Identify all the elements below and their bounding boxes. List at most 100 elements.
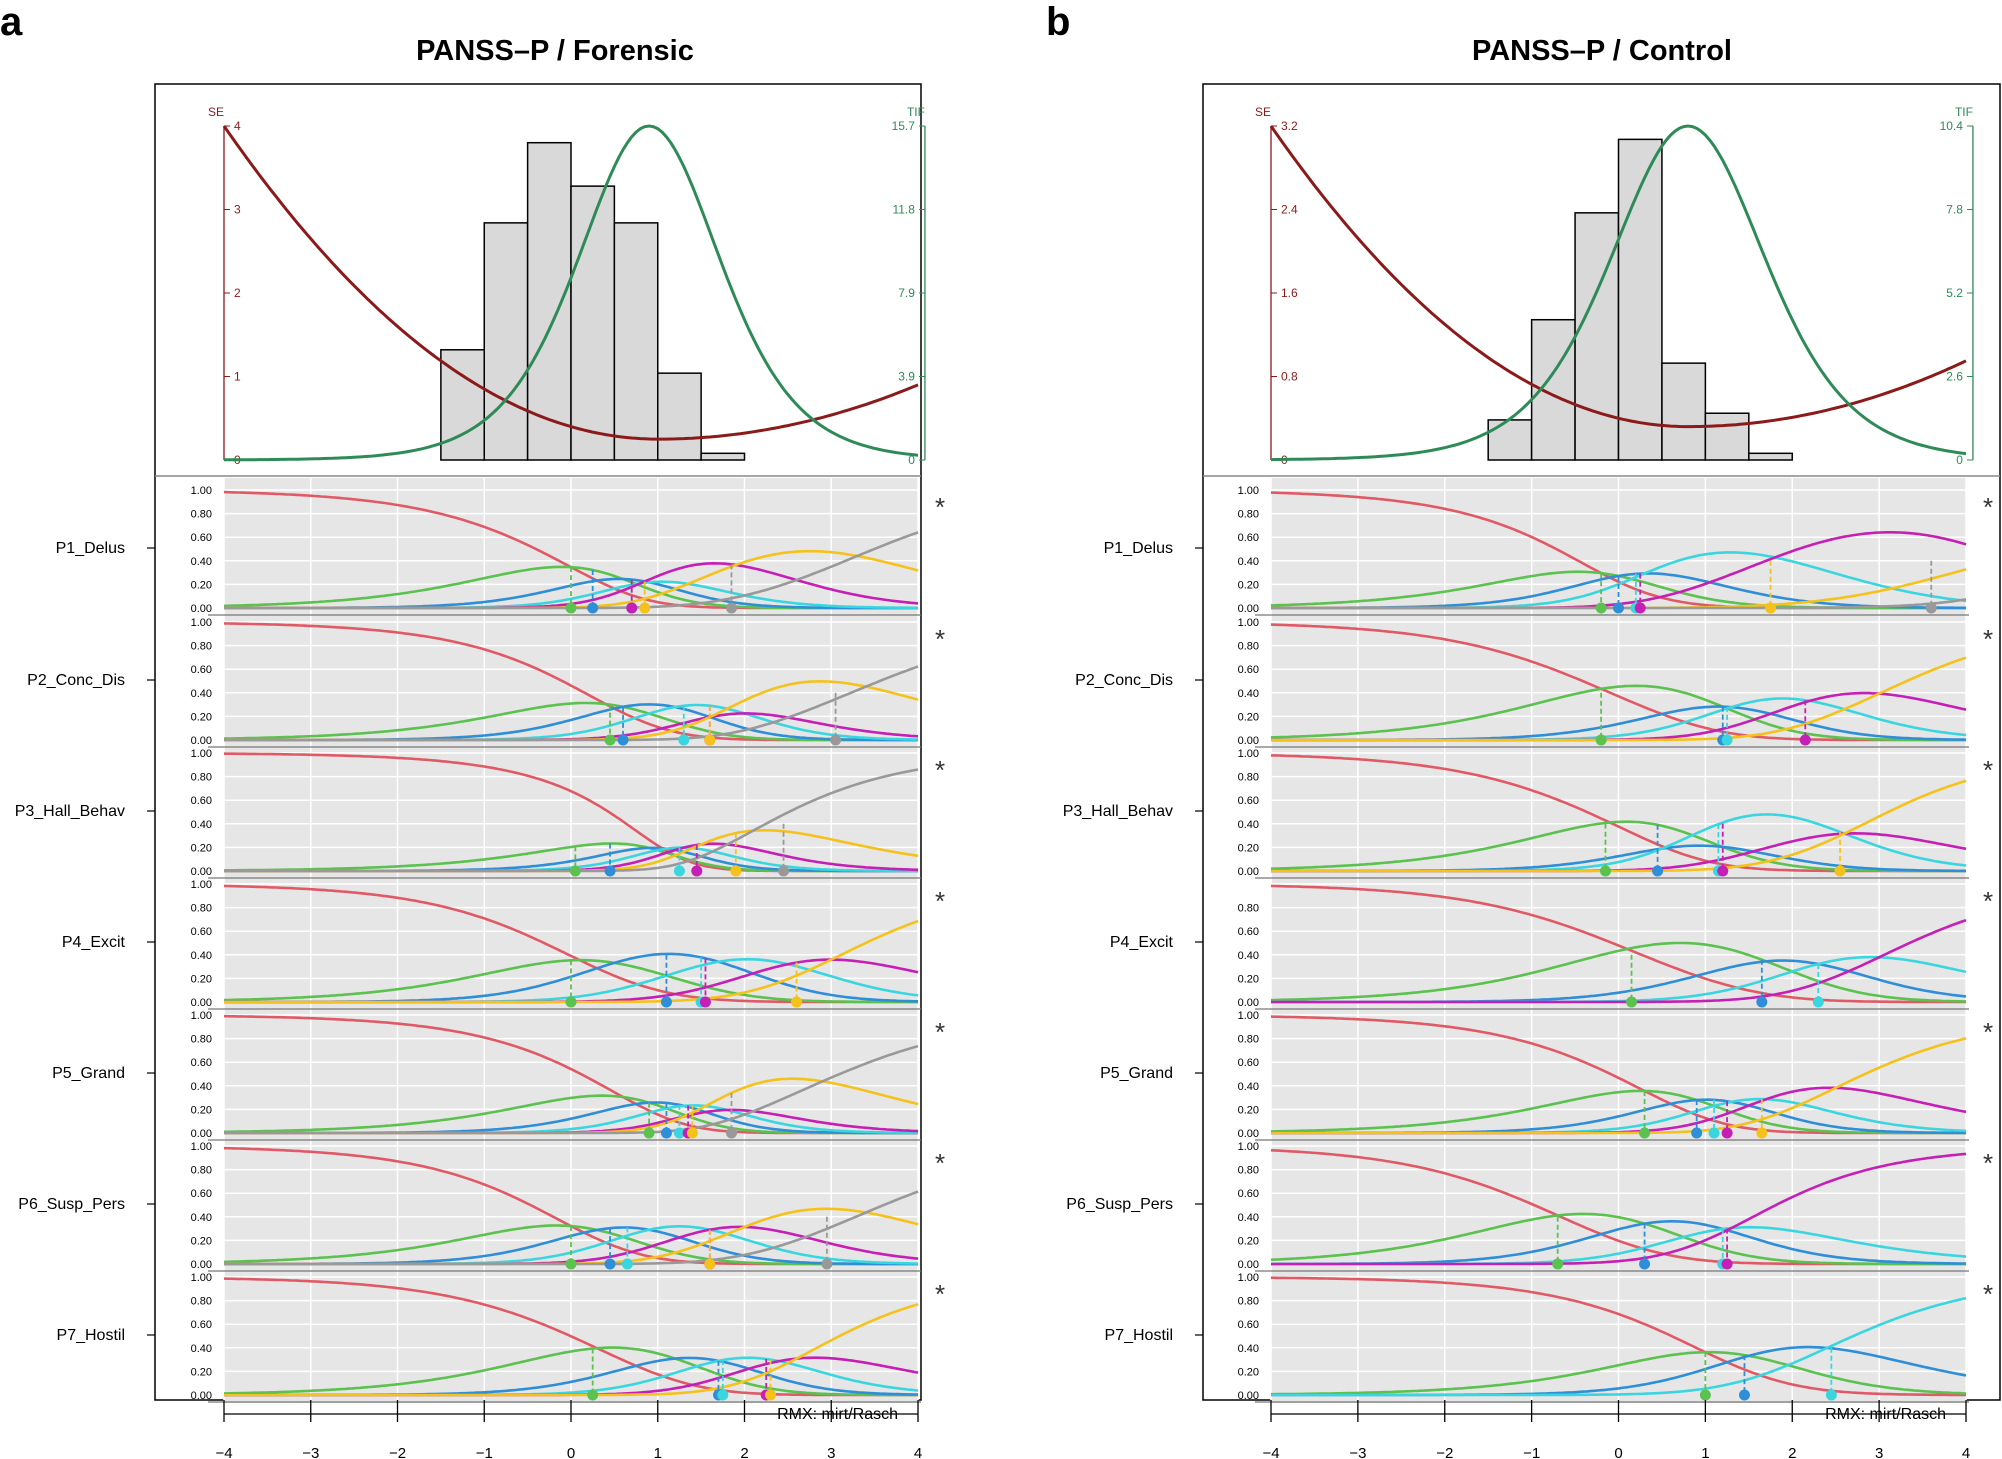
category-curve-1 <box>224 1346 918 1397</box>
location-marker <box>1708 1127 1720 1139</box>
item-y-tick-label: 0.80 <box>191 903 212 915</box>
item-name: P3_Hall_Behav <box>1063 803 1173 820</box>
tif-tick-label: 3.9 <box>898 370 915 384</box>
item-y-tick-label: 0.40 <box>191 1212 212 1224</box>
item-name: P7_Hostil <box>1105 1327 1173 1344</box>
panel-a: a PANSS–P / Forensic SE 0 1 2 3 4 TIF 0 3.9 7.9 11.8… <box>0 0 945 1459</box>
se-axis-label: SE <box>208 105 224 119</box>
tif-tick-label: 10.4 <box>1940 119 1964 133</box>
footnote-rmx: RMX: mirt/Rasch <box>777 1406 898 1423</box>
item-y-tick-label: 1.00 <box>191 1010 212 1022</box>
panel-letter: a <box>0 0 23 44</box>
x-tick-label: 3 <box>1875 1445 1883 1459</box>
item-y-tick-label: 0.00 <box>191 1128 212 1140</box>
category-curve-5 <box>1271 1037 1967 1135</box>
item-name: P5_Grand <box>52 1065 125 1082</box>
location-marker <box>717 1389 729 1401</box>
item-y-tick-label: 0.80 <box>191 1165 212 1177</box>
item-y-tick-label: 0.80 <box>1238 903 1259 915</box>
tif-tick-label: 0 <box>1956 453 1963 467</box>
x-tick-label: 1 <box>1701 1445 1709 1459</box>
category-curve-5 <box>1271 779 1967 873</box>
item-marker: * <box>1983 1279 1993 1309</box>
location-marker <box>686 1127 698 1139</box>
location-marker <box>830 734 842 746</box>
x-tick-label: −3 <box>1349 1445 1366 1459</box>
x-tick-label: −4 <box>215 1445 232 1459</box>
item-marker: * <box>935 624 945 654</box>
item-y-tick-label: 0.80 <box>191 509 212 521</box>
location-marker <box>1738 1389 1750 1401</box>
histogram-bar <box>700 452 746 461</box>
se-tick-label: 2 <box>234 286 241 300</box>
location-marker <box>639 602 651 614</box>
item-marker: * <box>1983 492 1993 522</box>
x-tick-label: −4 <box>1262 1445 1279 1459</box>
item-y-tick-label: 0.20 <box>191 1104 212 1116</box>
se-curve <box>222 125 919 441</box>
location-marker <box>1834 865 1846 877</box>
location-marker <box>565 1258 577 1270</box>
histogram-bar <box>657 372 702 461</box>
location-marker <box>604 734 616 746</box>
item-y-tick-label: 0.20 <box>191 1366 212 1378</box>
item-marker: * <box>1983 624 1993 654</box>
se-tick-label: 4 <box>234 119 241 133</box>
se-axis-label: SE <box>1255 105 1271 119</box>
item-y-tick-label: 0.20 <box>1238 842 1259 854</box>
item-y-tick-label: 0.60 <box>1238 1319 1259 1331</box>
item-y-tick-label: 0.00 <box>191 1390 212 1402</box>
item-marker: * <box>935 886 945 916</box>
item-panel-p4-excit: 0.00 0.20 0.40 0.60 0.80 P4_Excit * <box>1110 879 1993 1010</box>
item-y-tick-label: 0.20 <box>1238 973 1259 985</box>
item-y-tick-label: 0.60 <box>191 532 212 544</box>
item-y-tick-label: 0.60 <box>1238 1057 1259 1069</box>
category-curve-4 <box>1271 1152 1967 1266</box>
item-y-tick-label: 1.00 <box>1238 617 1259 629</box>
item-y-tick-label: 0.80 <box>1238 1165 1259 1177</box>
item-y-tick-label: 0.40 <box>1238 1081 1259 1093</box>
item-y-tick-label: 0.80 <box>191 641 212 653</box>
location-marker <box>1721 734 1733 746</box>
item-y-tick-label: 0.60 <box>1238 926 1259 938</box>
x-tick-label: 2 <box>1788 1445 1796 1459</box>
item-name: P2_Conc_Dis <box>27 672 125 689</box>
item-y-tick-label: 0.60 <box>1238 532 1259 544</box>
x-tick-label: 0 <box>1614 1445 1622 1459</box>
category-curve-5 <box>1271 656 1967 742</box>
item-y-tick-label: 0.80 <box>1238 772 1259 784</box>
item-y-tick-label: 0.20 <box>191 711 212 723</box>
item-y-tick-label: 1.00 <box>191 485 212 497</box>
chart-title: PANSS–P / Forensic <box>416 35 694 67</box>
item-marker: * <box>1983 886 1993 916</box>
tif-curve <box>224 124 919 462</box>
x-tick-label: 4 <box>914 1445 922 1459</box>
item-y-tick-label: 0.60 <box>1238 664 1259 676</box>
item-y-tick-label: 0.40 <box>1238 819 1259 831</box>
location-marker <box>725 602 737 614</box>
item-name: P1_Delus <box>1104 540 1173 557</box>
location-marker <box>660 996 672 1008</box>
item-y-tick-label: 0.60 <box>191 1319 212 1331</box>
location-marker <box>621 1258 633 1270</box>
category-curve-1 <box>1270 820 1966 873</box>
item-y-tick-label: 1.00 <box>1238 748 1259 760</box>
location-marker <box>1613 602 1624 614</box>
item-y-tick-label: 0.00 <box>191 866 212 878</box>
item-y-tick-label: 0.80 <box>1238 1034 1259 1046</box>
x-tick-label: 1 <box>654 1445 662 1459</box>
item-y-tick-label: 0.20 <box>1238 711 1259 723</box>
location-marker <box>673 865 685 877</box>
se-tick-label: 3 <box>234 203 241 217</box>
item-panel-p6-susp-pers: 0.00 0.20 0.40 0.60 0.80 1.00 P6_Susp_Pers * <box>1066 1141 1993 1272</box>
item-y-tick-label: 0.60 <box>1238 1188 1259 1200</box>
item-y-tick-label: 0.00 <box>1238 1128 1259 1140</box>
item-panel-p5-grand: 0.00 0.20 0.40 0.60 0.80 1.00 P5_Grand * <box>52 1010 945 1141</box>
item-marker: * <box>935 755 945 785</box>
se-tick-label: 2.4 <box>1281 203 1298 217</box>
location-marker <box>1799 734 1811 746</box>
se-tick-label: 0.8 <box>1281 370 1298 384</box>
item-y-tick-label: 0.00 <box>191 735 212 747</box>
category-curve-0 <box>1270 623 1966 742</box>
